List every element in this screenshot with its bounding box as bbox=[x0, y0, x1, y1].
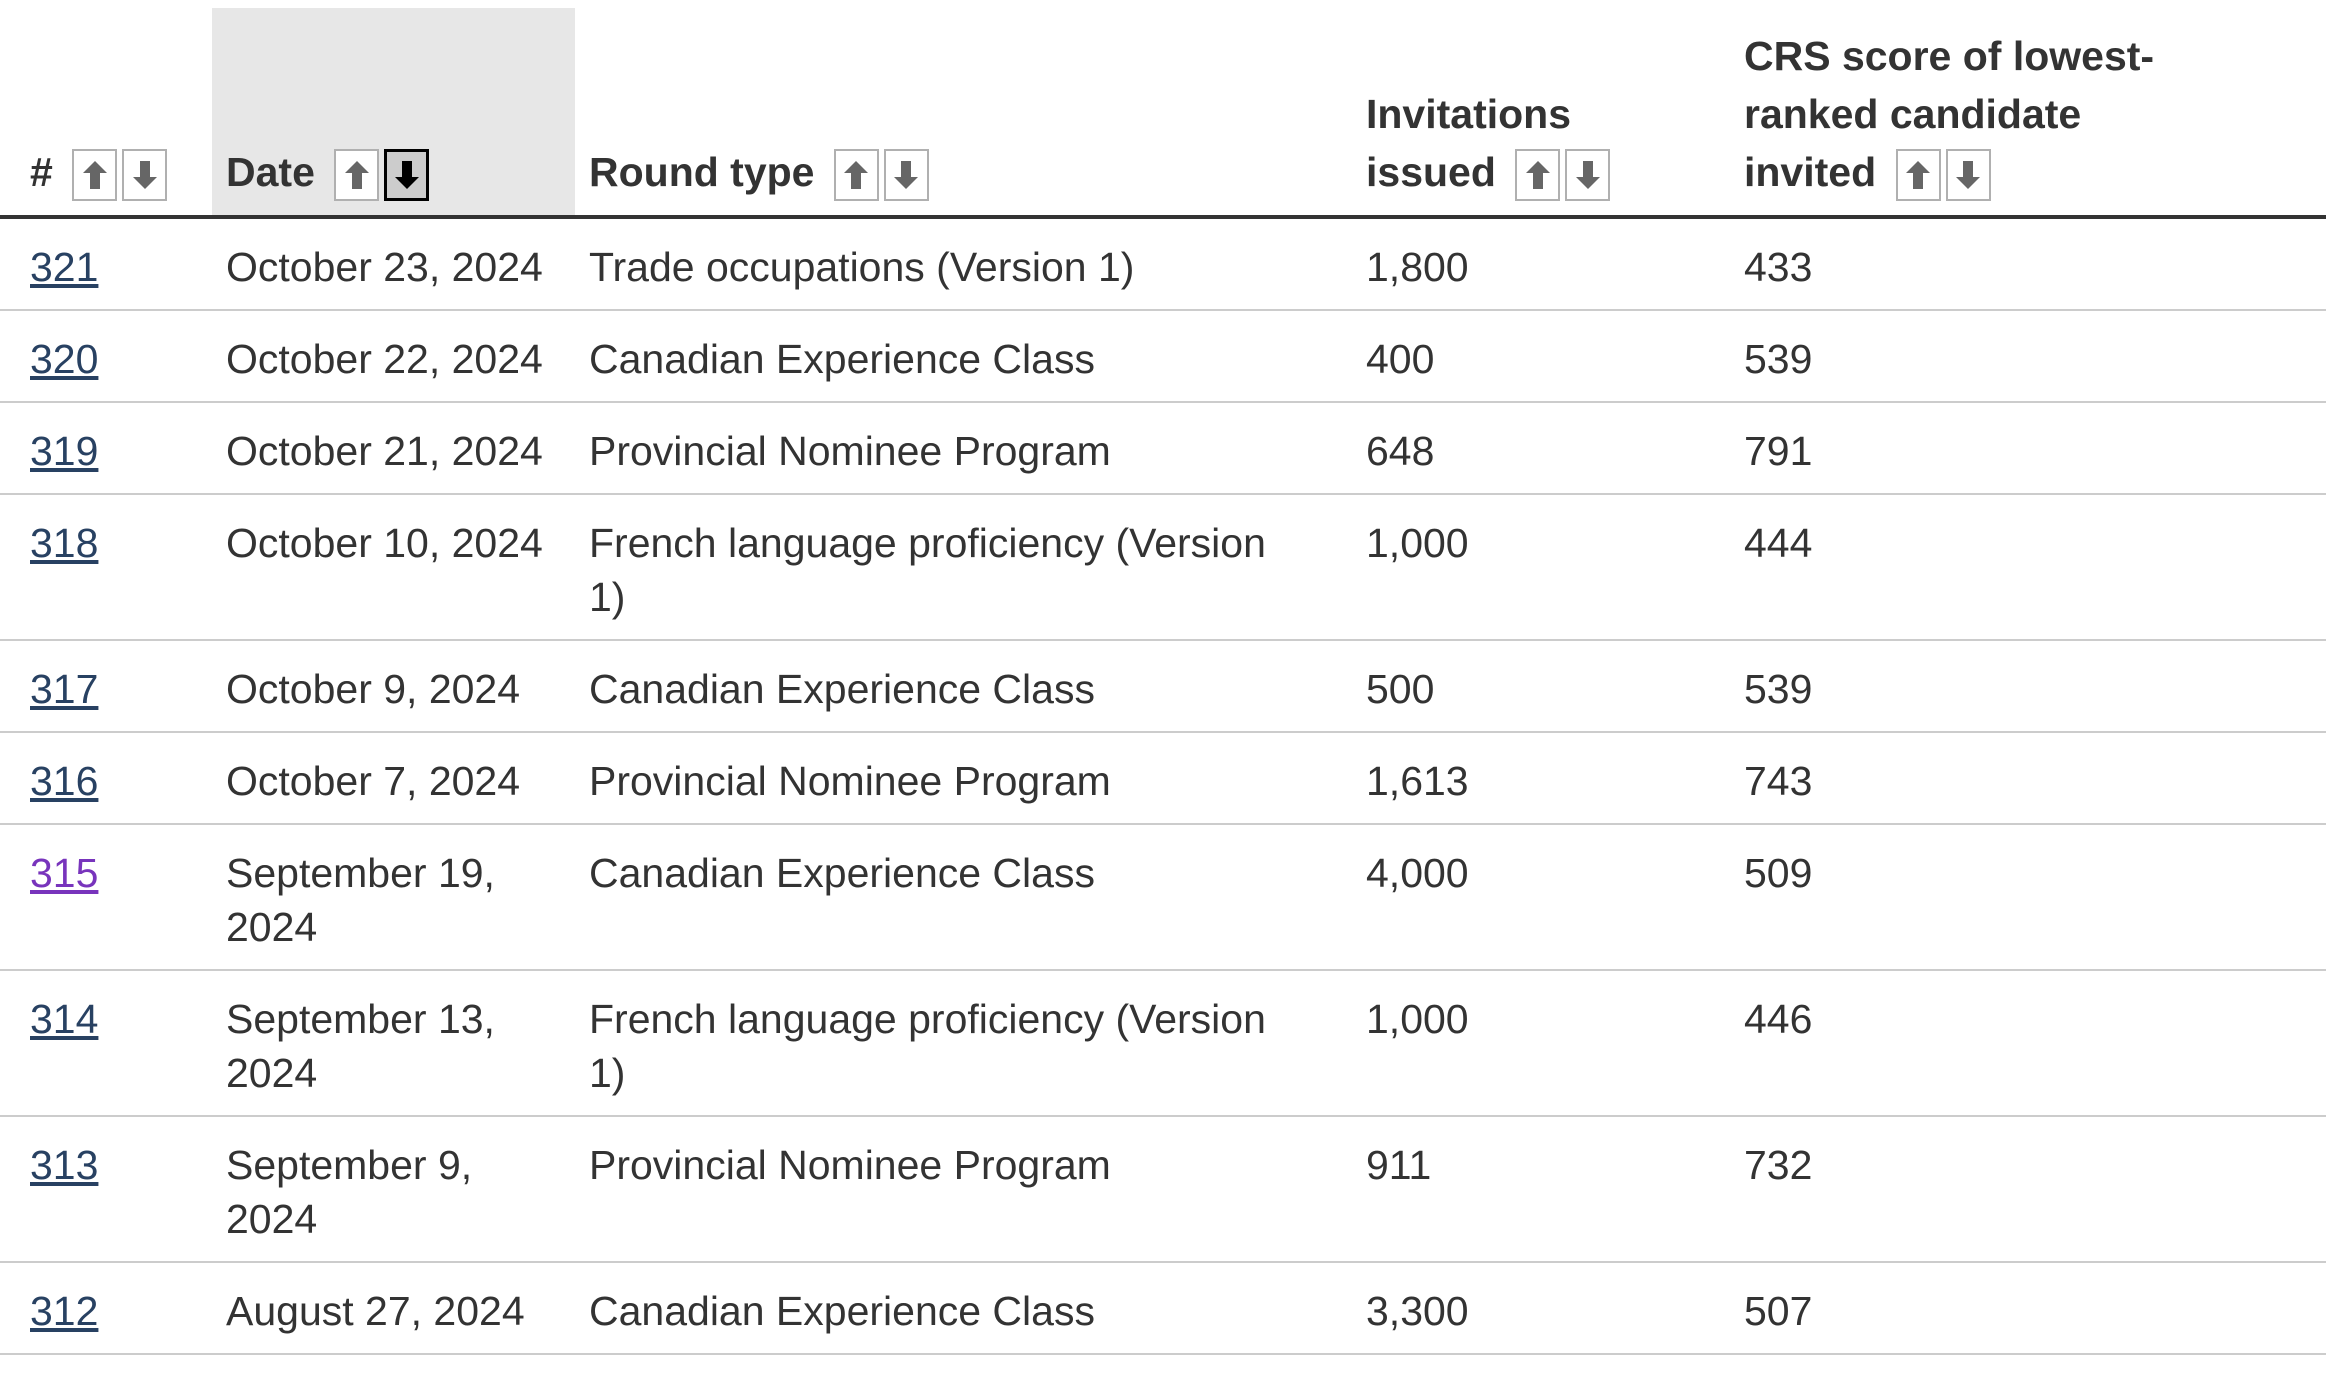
round-type: Trade occupations (Version 1) bbox=[575, 217, 1352, 311]
round-number-link[interactable]: 315 bbox=[30, 850, 99, 896]
table-row: 316 October 7, 2024 Provincial Nominee P… bbox=[0, 732, 2326, 825]
sort-asc-round_type[interactable] bbox=[833, 149, 879, 201]
sort-asc-num[interactable] bbox=[72, 149, 118, 201]
col-header-date: Date bbox=[212, 8, 575, 219]
sort-up-icon bbox=[1525, 161, 1550, 189]
crs-score: 507 bbox=[1730, 1262, 2326, 1355]
table-row: 314 September 13, 2024 French language p… bbox=[0, 970, 2326, 1117]
round-date: October 9, 2024 bbox=[212, 640, 575, 733]
sort-desc-invitations[interactable] bbox=[1565, 149, 1611, 201]
header-row: # Date Round type bbox=[0, 8, 2326, 219]
crs-score: 539 bbox=[1730, 310, 2326, 403]
col-label-date: Date bbox=[226, 148, 315, 195]
sort-down-icon bbox=[394, 161, 419, 189]
sort-desc-crs[interactable] bbox=[1945, 149, 1991, 201]
round-date: October 21, 2024 bbox=[212, 402, 575, 495]
col-label-num: # bbox=[30, 148, 53, 195]
col-label-round-type: Round type bbox=[589, 148, 815, 195]
col-label-invitations: Invitations issued bbox=[1366, 90, 1572, 195]
round-date: October 22, 2024 bbox=[212, 310, 575, 403]
sort-desc-date[interactable] bbox=[384, 149, 430, 201]
invitations-issued: 400 bbox=[1352, 310, 1730, 403]
round-type: Canadian Experience Class bbox=[575, 1262, 1352, 1355]
invitations-issued: 1,000 bbox=[1352, 970, 1730, 1117]
table-body: 321 October 23, 2024 Trade occupations (… bbox=[0, 217, 2326, 1355]
col-header-invitations: Invitations issued bbox=[1352, 8, 1730, 219]
round-number-link[interactable]: 317 bbox=[30, 666, 99, 712]
sort-desc-round_type[interactable] bbox=[883, 149, 929, 201]
round-type: Canadian Experience Class bbox=[575, 310, 1352, 403]
round-number-link[interactable]: 314 bbox=[30, 996, 99, 1042]
table-row: 318 October 10, 2024 French language pro… bbox=[0, 494, 2326, 641]
table-row: 320 October 22, 2024 Canadian Experience… bbox=[0, 310, 2326, 403]
express-entry-rounds-table: # Date Round type bbox=[0, 8, 2326, 1355]
sort-controls-date bbox=[334, 149, 430, 201]
sort-asc-crs[interactable] bbox=[1895, 149, 1941, 201]
crs-score: 433 bbox=[1730, 217, 2326, 311]
table-row: 315 September 19, 2024 Canadian Experien… bbox=[0, 824, 2326, 971]
round-number-link[interactable]: 313 bbox=[30, 1142, 99, 1188]
crs-score: 791 bbox=[1730, 402, 2326, 495]
round-type: French language proficiency (Version 1) bbox=[575, 970, 1352, 1117]
sort-asc-date[interactable] bbox=[334, 149, 380, 201]
col-header-num: # bbox=[0, 8, 212, 219]
table-row: 319 October 21, 2024 Provincial Nominee … bbox=[0, 402, 2326, 495]
crs-score: 732 bbox=[1730, 1116, 2326, 1263]
sort-up-icon bbox=[344, 161, 369, 189]
round-number-link[interactable]: 318 bbox=[30, 520, 99, 566]
round-number-link[interactable]: 321 bbox=[30, 244, 99, 290]
sort-asc-invitations[interactable] bbox=[1515, 149, 1561, 201]
col-header-round_type: Round type bbox=[575, 8, 1352, 219]
sort-down-icon bbox=[1575, 161, 1600, 189]
round-type: French language proficiency (Version 1) bbox=[575, 494, 1352, 641]
crs-score: 444 bbox=[1730, 494, 2326, 641]
sort-up-icon bbox=[82, 161, 107, 189]
round-type: Canadian Experience Class bbox=[575, 640, 1352, 733]
table-row: 321 October 23, 2024 Trade occupations (… bbox=[0, 217, 2326, 311]
round-number-link[interactable]: 312 bbox=[30, 1288, 99, 1334]
sort-up-icon bbox=[844, 161, 869, 189]
sort-desc-num[interactable] bbox=[122, 149, 168, 201]
table-row: 317 October 9, 2024 Canadian Experience … bbox=[0, 640, 2326, 733]
sort-controls-invitations bbox=[1515, 149, 1611, 201]
crs-score: 743 bbox=[1730, 732, 2326, 825]
invitations-issued: 1,000 bbox=[1352, 494, 1730, 641]
invitations-issued: 911 bbox=[1352, 1116, 1730, 1263]
round-date: September 13, 2024 bbox=[212, 970, 575, 1117]
col-label-crs: CRS score of lowest-ranked candidate inv… bbox=[1744, 32, 2155, 195]
sort-down-icon bbox=[132, 161, 157, 189]
sort-down-icon bbox=[1956, 161, 1981, 189]
invitations-issued: 4,000 bbox=[1352, 824, 1730, 971]
sort-controls-round-type bbox=[833, 149, 929, 201]
round-date: October 23, 2024 bbox=[212, 217, 575, 311]
round-type: Provincial Nominee Program bbox=[575, 402, 1352, 495]
round-date: September 19, 2024 bbox=[212, 824, 575, 971]
round-type: Provincial Nominee Program bbox=[575, 1116, 1352, 1263]
col-header-crs: CRS score of lowest-ranked candidate inv… bbox=[1730, 8, 2326, 219]
round-date: September 9, 2024 bbox=[212, 1116, 575, 1263]
crs-score: 446 bbox=[1730, 970, 2326, 1117]
round-number-link[interactable]: 316 bbox=[30, 758, 99, 804]
table-row: 312 August 27, 2024 Canadian Experience … bbox=[0, 1262, 2326, 1355]
sort-up-icon bbox=[1906, 161, 1931, 189]
invitations-issued: 1,800 bbox=[1352, 217, 1730, 311]
round-number-link[interactable]: 320 bbox=[30, 336, 99, 382]
crs-score: 509 bbox=[1730, 824, 2326, 971]
sort-controls-num bbox=[72, 149, 168, 201]
round-type: Provincial Nominee Program bbox=[575, 732, 1352, 825]
round-type: Canadian Experience Class bbox=[575, 824, 1352, 971]
sort-controls-crs bbox=[1895, 149, 1991, 201]
table-row: 313 September 9, 2024 Provincial Nominee… bbox=[0, 1116, 2326, 1263]
invitations-issued: 648 bbox=[1352, 402, 1730, 495]
round-date: October 7, 2024 bbox=[212, 732, 575, 825]
round-date: August 27, 2024 bbox=[212, 1262, 575, 1355]
round-date: October 10, 2024 bbox=[212, 494, 575, 641]
invitations-issued: 1,613 bbox=[1352, 732, 1730, 825]
table-header: # Date Round type bbox=[0, 8, 2326, 219]
invitations-issued: 3,300 bbox=[1352, 1262, 1730, 1355]
invitations-issued: 500 bbox=[1352, 640, 1730, 733]
sort-down-icon bbox=[894, 161, 919, 189]
round-number-link[interactable]: 319 bbox=[30, 428, 99, 474]
crs-score: 539 bbox=[1730, 640, 2326, 733]
